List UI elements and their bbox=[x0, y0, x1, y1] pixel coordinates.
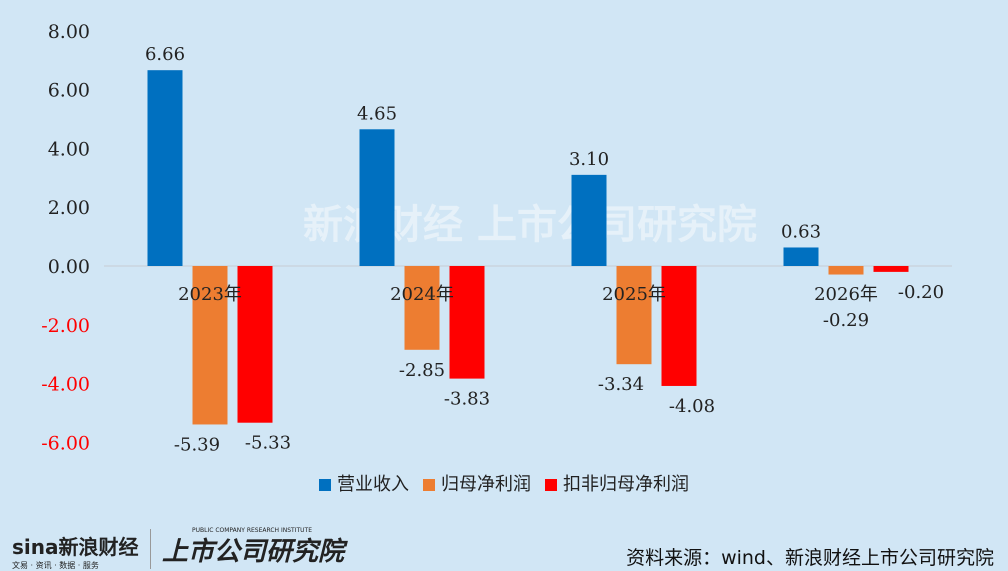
bar[interactable] bbox=[147, 70, 183, 266]
sina-logo: sina新浪财经文易 · 资讯 · 数据 · 服务 bbox=[12, 531, 139, 571]
institute-logo-sub: PUBLIC COMPANY RESEARCH INSTITUTE bbox=[192, 527, 312, 534]
bar[interactable] bbox=[237, 266, 273, 423]
institute-logo: PUBLIC COMPANY RESEARCH INSTITUTE 上市公司研究院 bbox=[162, 527, 345, 568]
bar[interactable] bbox=[449, 266, 485, 379]
legend-label: 扣非归母净利润 bbox=[563, 474, 689, 495]
legend-swatch bbox=[423, 479, 435, 491]
bar-chart: 新浪财经 上市公司研究院8.006.004.002.000.00-2.00-4.… bbox=[41, 21, 952, 455]
legend-item-deducted-net-profit[interactable]: 扣非归母净利润 bbox=[545, 470, 689, 496]
y-tick-label: -4.00 bbox=[41, 374, 90, 396]
bar[interactable] bbox=[404, 266, 440, 350]
sina-logo-sub: 文易 · 资讯 · 数据 · 服务 bbox=[12, 561, 99, 570]
data-label: 4.65 bbox=[357, 103, 397, 124]
data-label: -4.08 bbox=[669, 396, 715, 417]
bar[interactable] bbox=[661, 266, 697, 386]
legend-item-revenue[interactable]: 营业收入 bbox=[319, 470, 409, 496]
bar[interactable] bbox=[571, 174, 607, 266]
bar[interactable] bbox=[192, 266, 228, 425]
footer: sina新浪财经文易 · 资讯 · 数据 · 服务 PUBLIC COMPANY… bbox=[0, 525, 1008, 571]
x-tick-label: 2024年 bbox=[390, 284, 454, 305]
data-label: 3.10 bbox=[569, 149, 609, 170]
legend-swatch bbox=[545, 479, 557, 491]
data-label: -0.29 bbox=[823, 310, 869, 331]
y-tick-label: -2.00 bbox=[41, 315, 90, 337]
divider bbox=[150, 529, 151, 569]
data-label: -5.33 bbox=[245, 433, 291, 454]
sina-logo-text: sina新浪财经 bbox=[12, 535, 139, 559]
data-label: 0.63 bbox=[781, 221, 821, 242]
y-tick-label: 4.00 bbox=[48, 138, 90, 160]
data-label: -5.39 bbox=[174, 434, 220, 455]
x-tick-label: 2023年 bbox=[178, 284, 242, 305]
data-label: -2.85 bbox=[399, 360, 445, 381]
data-label: -3.83 bbox=[444, 389, 490, 410]
y-tick-label: 8.00 bbox=[48, 21, 90, 43]
legend-label: 归母净利润 bbox=[441, 474, 531, 495]
y-tick-label: 2.00 bbox=[48, 197, 90, 219]
data-label: -0.20 bbox=[898, 282, 944, 303]
data-label: -3.34 bbox=[598, 374, 644, 395]
legend: 营业收入 归母净利润 扣非归母净利润 bbox=[0, 470, 1008, 496]
x-tick-label: 2025年 bbox=[602, 284, 666, 305]
y-tick-label: 6.00 bbox=[48, 80, 90, 102]
institute-logo-text: 上市公司研究院 bbox=[162, 537, 345, 567]
bar[interactable] bbox=[359, 129, 395, 266]
x-tick-label: 2026年 bbox=[814, 284, 878, 305]
legend-swatch bbox=[319, 479, 331, 491]
bar[interactable] bbox=[828, 266, 864, 275]
bar[interactable] bbox=[616, 266, 652, 365]
legend-label: 营业收入 bbox=[337, 474, 409, 495]
data-label: 6.66 bbox=[145, 44, 185, 65]
bar[interactable] bbox=[783, 247, 819, 266]
legend-item-net-profit[interactable]: 归母净利润 bbox=[423, 470, 531, 496]
y-tick-label: 0.00 bbox=[48, 256, 90, 278]
y-tick-label: -6.00 bbox=[41, 432, 90, 454]
bar[interactable] bbox=[873, 266, 909, 272]
source-note: 资料来源：wind、新浪财经上市公司研究院 bbox=[626, 547, 994, 569]
